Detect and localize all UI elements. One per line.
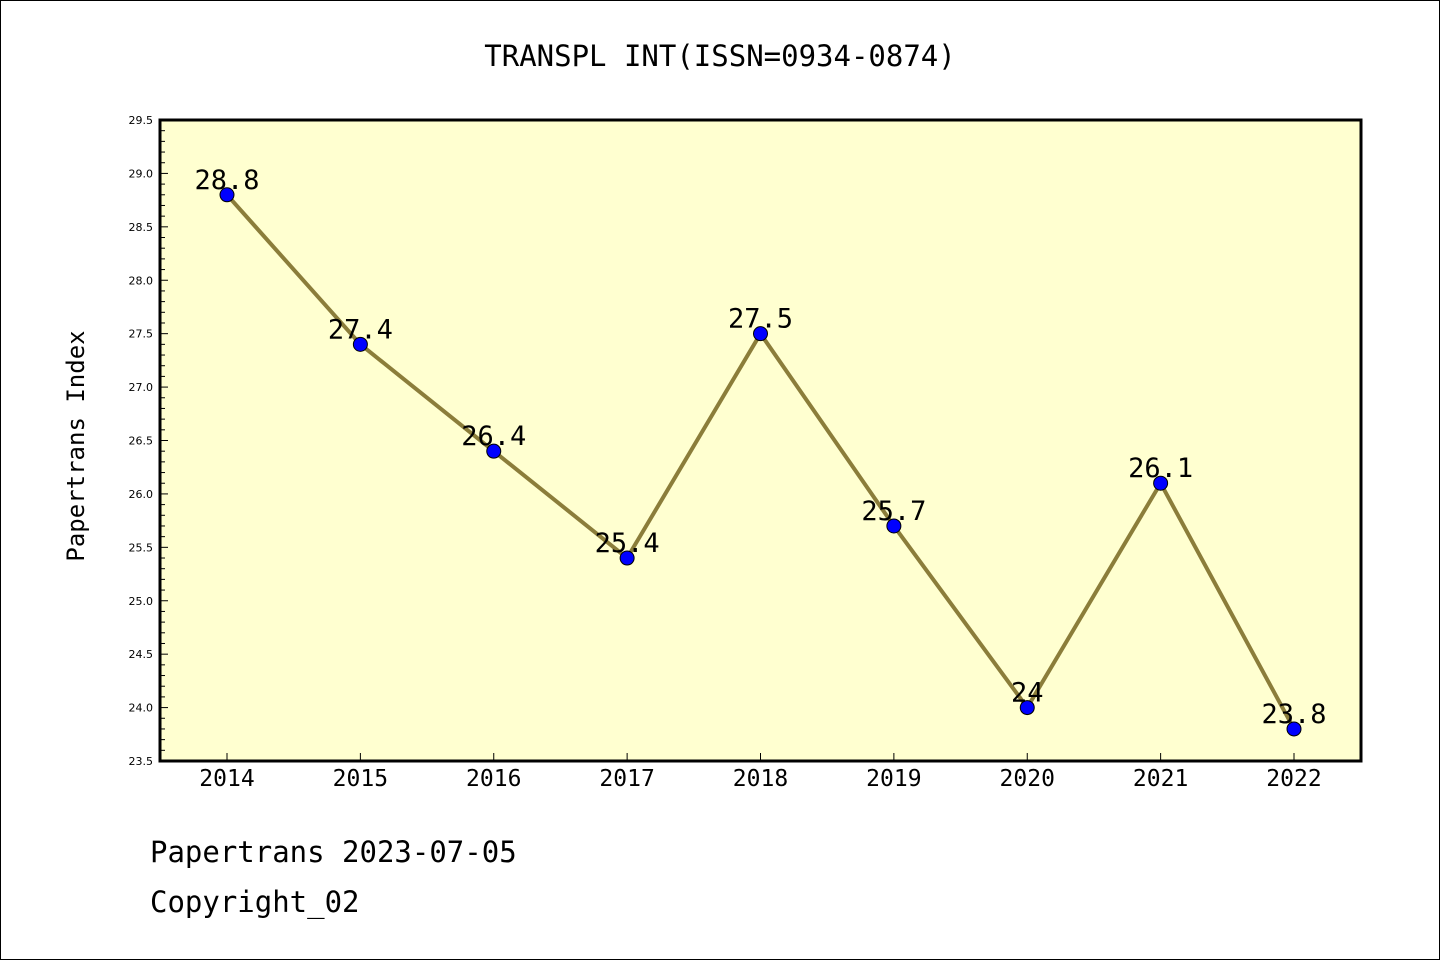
data-label: 25.7: [861, 496, 926, 527]
chart-title: TRANSPL INT(ISSN=0934-0874): [484, 39, 955, 73]
y-tick-label: 27.0: [129, 381, 154, 394]
x-tick-label: 2017: [599, 766, 654, 792]
footer-copyright: Copyright_02: [150, 885, 360, 919]
data-point: [886, 518, 902, 534]
footer-date: Papertrans 2023-07-05: [150, 835, 517, 869]
y-axis: 23.5 24.0 24.5 25.0 25.5 26.0 26.5 27.0 27.5 28.0…: [129, 114, 168, 768]
y-tick-label: 23.5: [129, 755, 154, 768]
data-label: 23.8: [1261, 699, 1326, 730]
x-tick-label: 2015: [333, 766, 388, 792]
y-tick-label: 28.0: [129, 274, 154, 287]
data-point: [219, 187, 235, 203]
data-point: [486, 443, 502, 459]
y-axis-label: Papertrans Index: [62, 330, 90, 561]
y-tick-label: 24.5: [129, 648, 154, 661]
data-point: [352, 336, 368, 352]
x-tick-label: 2014: [199, 766, 254, 792]
data-point: [1286, 721, 1302, 737]
x-tick-label: 2019: [866, 766, 921, 792]
data-points: [219, 187, 1302, 737]
data-labels: 28.8 27.4 26.4 25.4 27.5 25.7 24 26.1 23.8: [194, 165, 1326, 730]
y-tick-label: 25.5: [129, 541, 154, 554]
x-axis: 2014 2015 2016 2017 2018 2019 2020 2021 2022: [199, 753, 1322, 792]
data-label: 26.4: [461, 421, 526, 452]
y-tick-label: 25.0: [129, 595, 154, 608]
data-label: 28.8: [194, 165, 259, 196]
y-tick-label: 27.5: [129, 328, 154, 341]
plot-area: [158, 118, 1363, 763]
y-tick-label: 29.0: [129, 167, 154, 180]
data-point: [1019, 700, 1035, 716]
x-tick-label: 2016: [466, 766, 521, 792]
y-tick-label: 28.5: [129, 221, 154, 234]
data-label: 27.4: [328, 314, 393, 345]
x-tick-label: 2018: [733, 766, 788, 792]
x-tick-label: 2022: [1266, 766, 1321, 792]
y-tick-label: 26.5: [129, 435, 154, 448]
y-tick-label: 26.0: [129, 488, 154, 501]
data-point: [1153, 475, 1169, 491]
data-label: 25.4: [595, 528, 660, 559]
data-label: 26.1: [1128, 453, 1193, 484]
data-label: 27.5: [728, 304, 793, 335]
data-label: 24: [1011, 678, 1044, 709]
x-tick-label: 2021: [1133, 766, 1188, 792]
data-point: [753, 326, 768, 342]
y-tick-label: 24.0: [129, 702, 154, 715]
y-tick-label: 29.5: [129, 114, 154, 127]
x-tick-label: 2020: [1000, 766, 1055, 792]
data-point: [619, 550, 635, 566]
